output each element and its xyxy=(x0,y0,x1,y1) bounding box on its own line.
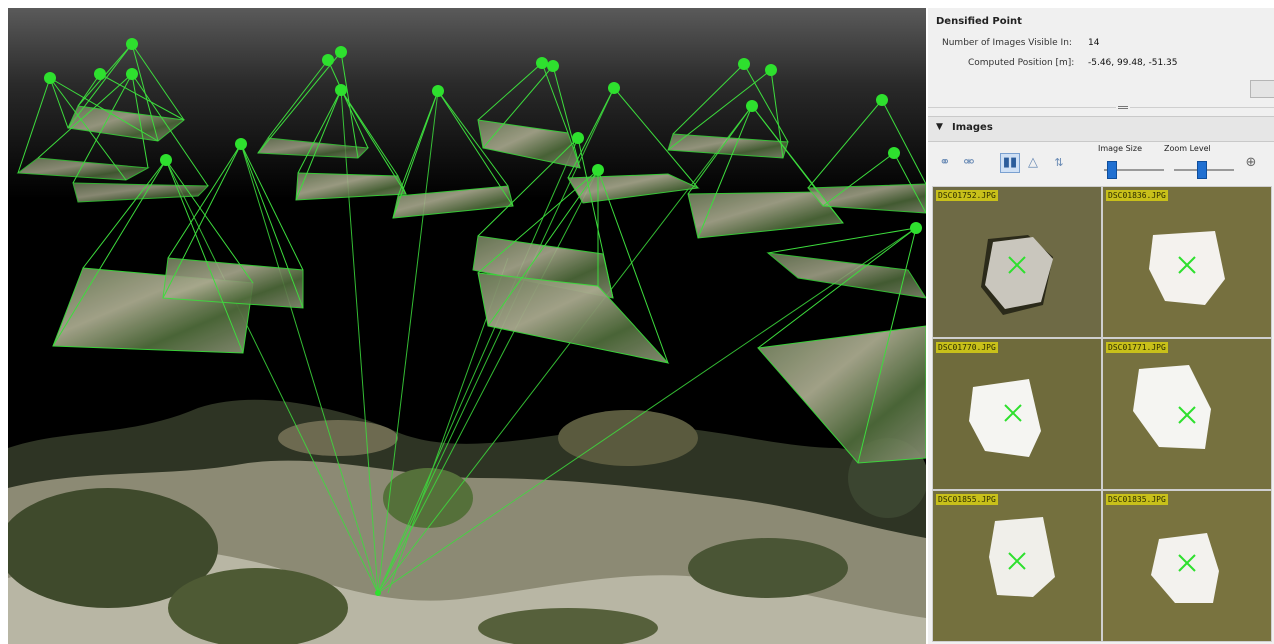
action-button[interactable] xyxy=(1250,80,1274,98)
thumbnail-label: DSC01855.JPG xyxy=(936,494,998,505)
thumbnail-image xyxy=(1103,187,1271,337)
thumbnail-label: DSC01836.JPG xyxy=(1106,190,1168,201)
thumbnail-tile[interactable]: DSC01855.JPG xyxy=(932,490,1102,642)
images-toolbar: ⚭ ⚮ ▮▮ △ ⇅ Image Size Zoom Level ⊕ xyxy=(928,142,1274,184)
thumbnail-label: DSC01835.JPG xyxy=(1106,494,1168,505)
properties-panel: Densified Point Number of Images Visible… xyxy=(928,8,1274,644)
computed-position-label: Computed Position [m]: xyxy=(968,58,1075,68)
thumbnail-tile[interactable]: DSC01836.JPG xyxy=(1102,186,1272,338)
densified-point-title: Densified Point xyxy=(936,16,1022,27)
images-section-header[interactable]: ▼ Images xyxy=(928,116,1274,142)
image-size-track[interactable] xyxy=(1104,169,1164,171)
thumbnail-image xyxy=(933,491,1101,641)
scene-canvas[interactable] xyxy=(8,8,926,644)
thumbnail-image xyxy=(1103,491,1271,641)
thumbnail-tile[interactable]: DSC01835.JPG xyxy=(1102,490,1272,642)
thumbnail-label: DSC01770.JPG xyxy=(936,342,998,353)
link-icon[interactable]: ⚭ xyxy=(939,155,951,170)
thumbnail-label: DSC01752.JPG xyxy=(936,190,998,201)
computed-position-value: -5.46, 99.48, -51.35 xyxy=(1088,58,1178,68)
images-section-title: Images xyxy=(952,122,993,133)
sort-icon[interactable]: ⇅ xyxy=(1054,156,1064,169)
thumbnail-image xyxy=(933,339,1101,489)
zoom-level-label: Zoom Level xyxy=(1164,144,1211,153)
thumbnail-image xyxy=(933,187,1101,337)
images-visible-value: 14 xyxy=(1088,38,1100,48)
zoom-in-icon[interactable]: ⊕ xyxy=(1245,155,1257,170)
3d-viewport[interactable] xyxy=(8,8,926,644)
columns-icon[interactable]: ▮▮ xyxy=(1000,153,1020,173)
terrain-point-cloud xyxy=(8,399,926,644)
thumbnail-tile[interactable]: DSC01770.JPG xyxy=(932,338,1102,490)
camera-frustums xyxy=(16,43,926,464)
thumbnail-tile[interactable]: DSC01771.JPG xyxy=(1102,338,1272,490)
unlink-icon[interactable]: ⚮ xyxy=(963,155,975,170)
thumbnail-grid: DSC01752.JPG DSC01836.JPG DSC01770.JPG xyxy=(932,186,1274,644)
camera-centers xyxy=(44,38,922,234)
collapse-arrow-icon[interactable]: ▼ xyxy=(936,122,943,132)
triangle-icon[interactable]: △ xyxy=(1028,155,1038,170)
selected-densified-point xyxy=(375,590,381,596)
images-visible-label: Number of Images Visible In: xyxy=(942,38,1072,48)
thumbnail-label: DSC01771.JPG xyxy=(1106,342,1168,353)
thumbnail-tile[interactable]: DSC01752.JPG xyxy=(932,186,1102,338)
zoom-level-slider[interactable] xyxy=(1197,161,1207,179)
image-size-label: Image Size xyxy=(1098,144,1143,153)
thumbnail-image xyxy=(1103,339,1271,489)
panel-splitter[interactable] xyxy=(928,104,1274,110)
image-size-slider[interactable] xyxy=(1107,161,1117,179)
